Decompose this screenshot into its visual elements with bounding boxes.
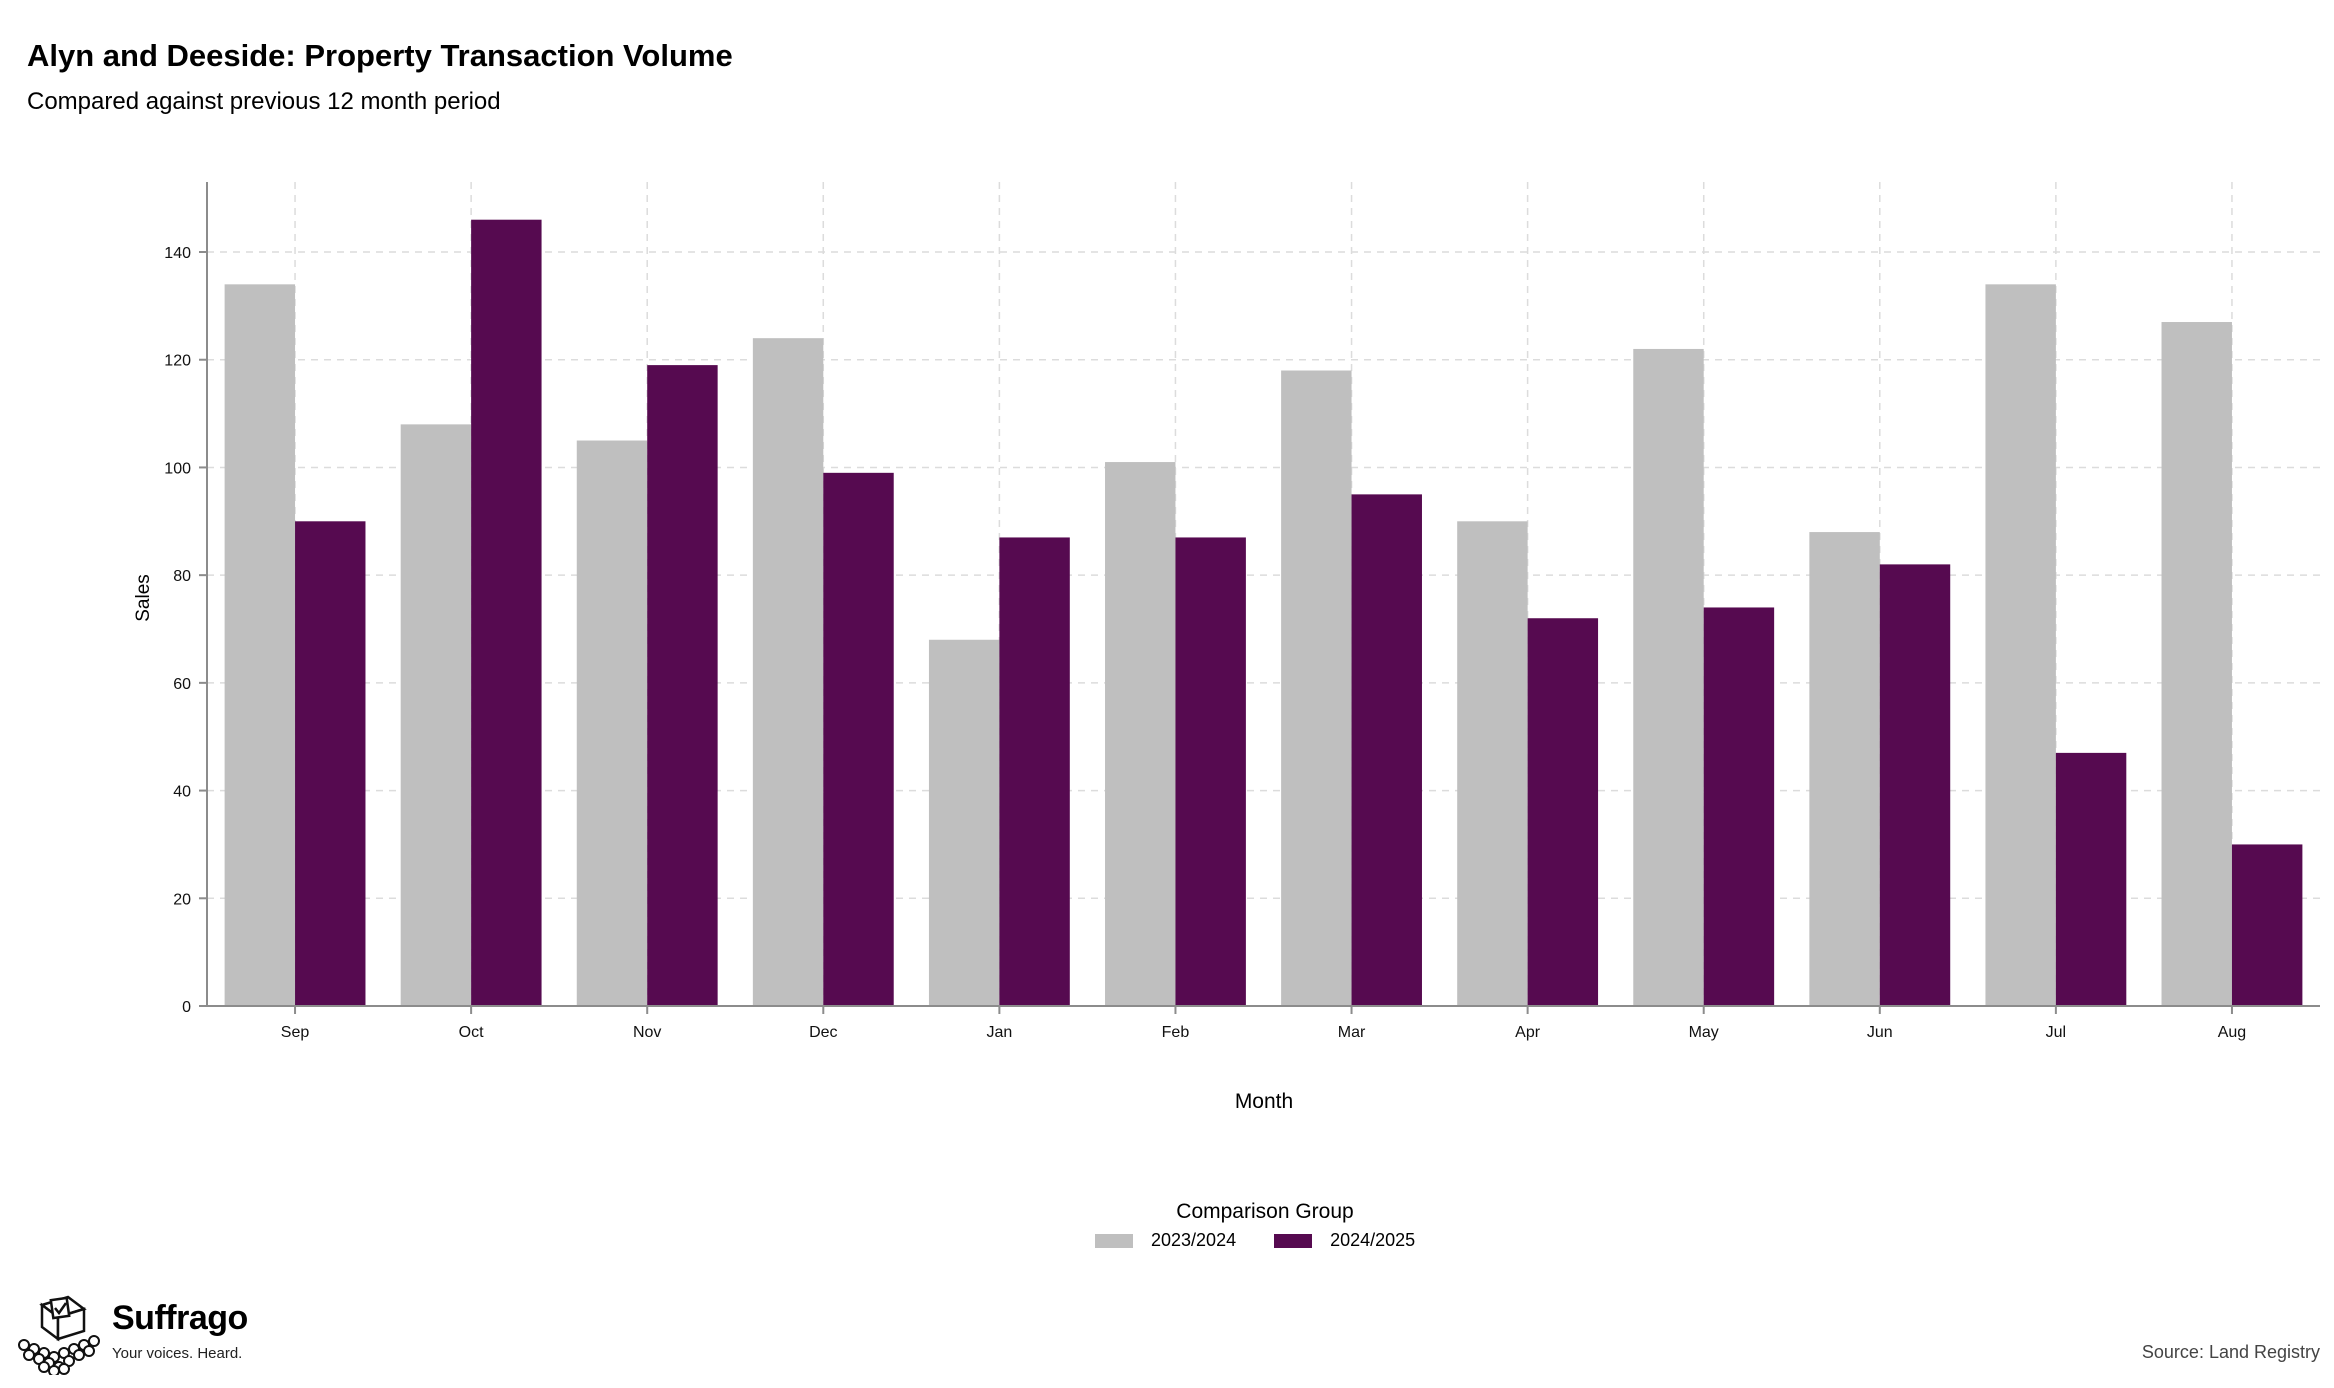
x-tick-label: Mar	[1338, 1024, 1366, 1041]
y-axis-label: Sales	[133, 574, 154, 622]
bar-chart: 0 20 40 60 80 100 120 140 Sep Oct Nov Dec Jan Feb Mar A…	[133, 182, 2320, 1113]
x-tick-label: Jan	[986, 1024, 1012, 1041]
bar-2-feb	[1175, 537, 1246, 1006]
bar-2-jul	[2055, 752, 2127, 1006]
legend-label-series-1: 2023/2024	[1151, 1230, 1237, 1250]
bar-1-may	[1633, 348, 1704, 1007]
grid-lines	[207, 182, 2320, 1006]
axes: 0 20 40 60 80 100 120 140 Sep Oct Nov Dec Jan Feb Mar A…	[164, 182, 2320, 1041]
x-tick-label: Apr	[1515, 1024, 1541, 1041]
bar-2-mar	[1351, 494, 1422, 1006]
y-tick-label: 140	[164, 245, 191, 262]
bar-2-aug	[2231, 844, 2303, 1006]
source-note: Source: Land Registry	[2141, 1342, 2320, 1362]
legend-swatch-series-2	[1274, 1233, 1313, 1248]
x-tick-label: Aug	[2218, 1024, 2246, 1041]
y-tick-label: 60	[173, 676, 191, 693]
x-tick-label: Feb	[1162, 1024, 1190, 1041]
bar-1-jan	[928, 639, 1000, 1006]
y-tick-label: 40	[173, 784, 191, 801]
bar-1-jun	[1809, 532, 1880, 1006]
legend-swatch-series-1	[1095, 1233, 1133, 1248]
bar-1-oct	[400, 424, 472, 1007]
legend-title: Comparison Group	[1176, 1200, 1354, 1223]
chart-title: Alyn and Deeside: Property Transaction V…	[27, 38, 733, 73]
bar-1-mar	[1281, 370, 1352, 1007]
bar-1-apr	[1457, 521, 1528, 1006]
chart-subtitle: Compared against previous 12 month perio…	[27, 88, 501, 115]
x-axis-label: Month	[1235, 1090, 1293, 1113]
x-tick-label: Jul	[2046, 1024, 2066, 1041]
bar-2-oct	[471, 219, 542, 1006]
y-tick-label: 120	[164, 353, 191, 370]
x-tick-label: Nov	[633, 1024, 661, 1041]
bar-1-dec	[752, 338, 824, 1007]
legend-item-series-2: 2024/2025	[1274, 1230, 1415, 1251]
bar-2-nov	[647, 365, 718, 1007]
bar-1-sep	[224, 284, 296, 1006]
bar-2-sep	[295, 521, 366, 1006]
bar-2-apr	[1527, 618, 1599, 1006]
brand-block: Suffrago Your voices. Heard.	[14, 1295, 248, 1375]
x-tick-label: May	[1689, 1024, 1719, 1041]
y-tick-label: 0	[182, 999, 191, 1016]
y-tick-label: 20	[173, 891, 191, 908]
x-tick-label: Jun	[1867, 1024, 1893, 1041]
bar-1-jul	[1985, 284, 2056, 1006]
x-tick-label: Dec	[809, 1024, 837, 1041]
x-tick-label: Oct	[459, 1024, 484, 1041]
brand-tagline: Your voices. Heard.	[112, 1345, 243, 1362]
bar-1-feb	[1105, 462, 1176, 1007]
bar-2-jun	[1879, 564, 1951, 1006]
bar-2-may	[1703, 607, 1775, 1006]
y-tick-label: 80	[173, 568, 191, 585]
bar-2-jan	[999, 537, 1070, 1006]
brand-name: Suffrago	[112, 1299, 248, 1337]
x-tick-label: Sep	[281, 1024, 310, 1041]
bar-1-aug	[2161, 322, 2232, 1007]
bar-2-dec	[823, 472, 894, 1007]
bars	[224, 219, 2303, 1007]
y-tick-label: 100	[164, 460, 191, 477]
legend-item-series-1: 2023/2024	[1095, 1230, 1236, 1251]
ballot-box-icon	[18, 1295, 100, 1375]
legend-label-series-2: 2024/2025	[1330, 1230, 1416, 1250]
bar-1-nov	[576, 440, 648, 1007]
legend: 2023/2024 2024/2025	[1095, 1230, 1415, 1251]
